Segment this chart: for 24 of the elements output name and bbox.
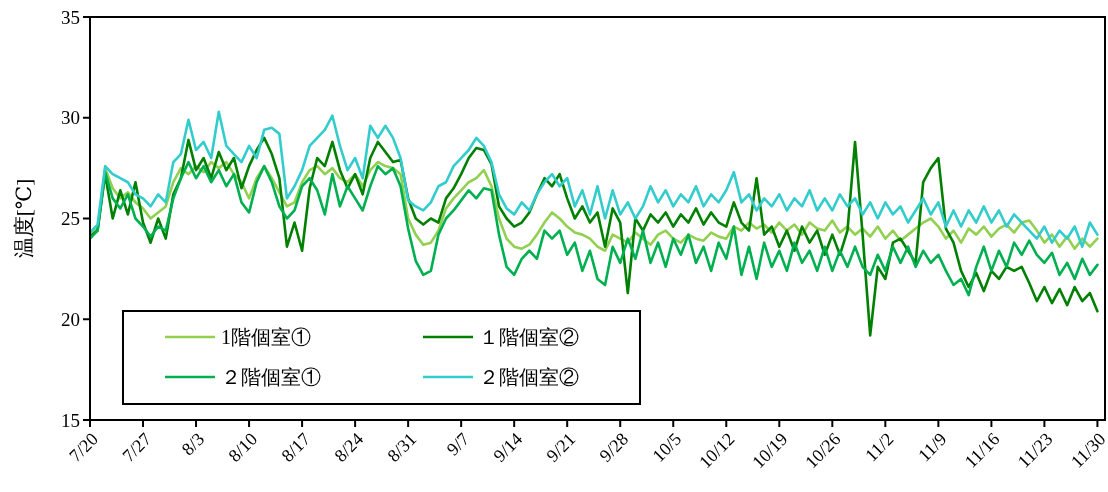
ylabel: 温度[℃] bbox=[12, 178, 36, 259]
xtick-label: 8/3 bbox=[177, 428, 209, 460]
ytick-label: 15 bbox=[61, 409, 80, 431]
ytick-label: 20 bbox=[61, 308, 80, 330]
legend-label: 1階個室① bbox=[221, 326, 311, 348]
ytick-label: 35 bbox=[61, 6, 80, 28]
xtick-label: 8/31 bbox=[383, 428, 421, 466]
xtick-label: 9/28 bbox=[595, 428, 633, 466]
xtick-label: 8/24 bbox=[330, 428, 368, 466]
ytick-label: 25 bbox=[61, 208, 80, 229]
xtick-label: 9/21 bbox=[542, 428, 580, 466]
legend-label: ２階個室② bbox=[479, 366, 579, 388]
xtick-label: 9/7 bbox=[442, 428, 474, 460]
ytick-label: 30 bbox=[61, 107, 80, 129]
xtick-label: 7/20 bbox=[65, 428, 103, 466]
xtick-label: 8/17 bbox=[277, 428, 315, 466]
xtick-label: 9/14 bbox=[489, 428, 527, 466]
xtick-label: 11/2 bbox=[861, 428, 898, 466]
xtick-label: 8/10 bbox=[224, 428, 262, 466]
xtick-label: 11/9 bbox=[914, 428, 951, 466]
xtick-label: 7/27 bbox=[118, 428, 156, 466]
legend-label: ２階個室① bbox=[221, 366, 321, 388]
legend-label: １階個室② bbox=[479, 326, 579, 348]
xtick-label: 10/5 bbox=[648, 428, 686, 466]
